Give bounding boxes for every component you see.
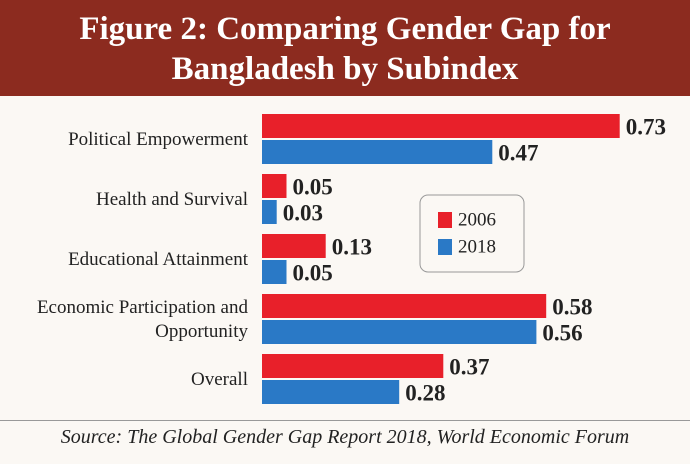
value-label: 0.37 <box>449 354 489 379</box>
bar <box>262 140 493 164</box>
bar <box>262 320 537 344</box>
value-label: 0.28 <box>405 380 445 405</box>
value-label: 0.58 <box>552 294 592 319</box>
chart-title: Figure 2: Comparing Gender Gap for Bangl… <box>0 0 690 96</box>
legend-box <box>419 194 525 273</box>
legend-label: 2018 <box>458 236 496 257</box>
value-label: 0.47 <box>498 140 538 165</box>
value-label: 0.73 <box>626 114 666 139</box>
value-label: 0.03 <box>283 200 323 225</box>
separator <box>0 420 690 421</box>
legend-swatch <box>438 212 452 228</box>
legend-label: 2006 <box>458 209 496 230</box>
category-label: Health and Survival <box>96 189 248 210</box>
bar <box>262 200 277 224</box>
bar <box>262 380 400 404</box>
legend-swatch <box>438 239 452 255</box>
category-label: Economic Participation and Opportunity <box>36 297 248 342</box>
bar <box>262 294 547 318</box>
source-note: Source: The Global Gender Gap Report 201… <box>60 426 630 448</box>
category-label: Educational Attainment <box>68 249 248 270</box>
bar <box>262 234 326 258</box>
bar <box>262 174 287 198</box>
value-label: 0.13 <box>332 234 372 259</box>
bar <box>262 260 287 284</box>
bar <box>262 114 620 138</box>
bar <box>262 354 444 378</box>
value-label: 0.56 <box>542 320 582 345</box>
plot: 0.730.470.050.030.130.050.580.560.370.28… <box>262 114 666 405</box>
value-label: 0.05 <box>293 174 333 199</box>
category-label: Overall <box>191 369 248 390</box>
value-label: 0.05 <box>293 260 333 285</box>
category-label: Political Empowerment <box>68 129 248 150</box>
